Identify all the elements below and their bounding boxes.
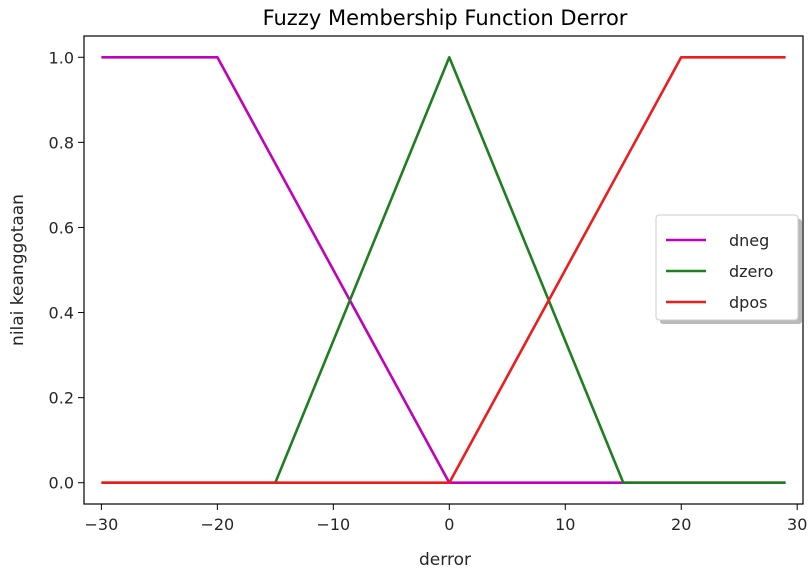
- series-line-dpos: [101, 55, 786, 485]
- y-tick-label: 0.4: [49, 304, 74, 323]
- x-tick-label: 10: [555, 515, 575, 534]
- y-tick-label: 0.2: [49, 389, 74, 408]
- chart-title: Fuzzy Membership Function Derror: [263, 6, 628, 30]
- y-axis-label: nilai keanggotaan: [8, 194, 28, 346]
- legend: dneg dzero dpos: [655, 214, 802, 324]
- y-tick-label: 1.0: [49, 48, 74, 67]
- x-tick-label: −20: [200, 515, 234, 534]
- x-tick-label: 30: [787, 515, 807, 534]
- x-tick-label: −30: [85, 515, 119, 534]
- series-line-dneg: [101, 55, 786, 485]
- series-layer: [101, 55, 786, 485]
- legend-label-dneg: dneg: [729, 231, 769, 250]
- y-tick-label: 0.6: [49, 218, 74, 237]
- x-axis-ticks: −30 −20 −10 0 10 20 30: [85, 504, 807, 534]
- y-axis-ticks: 0.0 0.2 0.4 0.6 0.8 1.0: [49, 48, 84, 493]
- y-tick-label: 0.0: [49, 474, 74, 493]
- x-axis-label: derror: [419, 550, 471, 570]
- legend-box: [655, 214, 799, 321]
- y-tick-label: 0.8: [49, 133, 74, 152]
- legend-entries: dneg dzero dpos: [666, 231, 773, 312]
- x-tick-label: 0: [444, 515, 454, 534]
- legend-label-dzero: dzero: [729, 262, 773, 281]
- legend-label-dpos: dpos: [729, 293, 767, 312]
- x-tick-label: 20: [671, 515, 691, 534]
- x-tick-label: −10: [316, 515, 350, 534]
